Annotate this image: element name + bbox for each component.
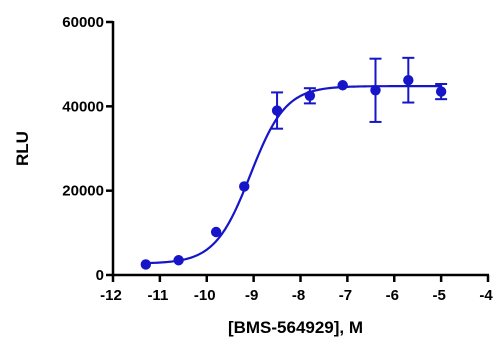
x-tick-label: -11 xyxy=(147,287,168,304)
x-ticks: -12 -11 -10 -9 -8 -7 -6 -5 -4 xyxy=(100,275,493,304)
x-tick-label: -8 xyxy=(292,287,305,304)
x-tick-label: -9 xyxy=(245,287,258,304)
x-tick-label: -6 xyxy=(386,287,399,304)
data-points xyxy=(140,74,447,270)
data-point xyxy=(435,86,447,97)
data-point xyxy=(140,259,152,270)
data-point xyxy=(304,90,316,101)
y-tick-label: 0 xyxy=(96,267,104,284)
x-tick-label: -10 xyxy=(194,287,216,304)
data-point xyxy=(337,80,348,91)
x-axis: -12 -11 -10 -9 -8 -7 -6 -5 -4 xyxy=(100,273,493,304)
y-tick-label: 60000 xyxy=(62,14,104,31)
data-point xyxy=(210,226,222,238)
data-point xyxy=(271,105,283,116)
plot-area xyxy=(140,56,448,270)
error-bars xyxy=(271,56,448,130)
y-axis-title: RLU xyxy=(13,131,32,166)
y-tick-label: 20000 xyxy=(62,183,104,200)
y-tick-label: 40000 xyxy=(62,98,104,115)
data-point xyxy=(403,74,414,86)
data-point xyxy=(370,85,381,96)
y-axis: 0 20000 40000 60000 xyxy=(62,14,115,284)
x-tick-label: -12 xyxy=(100,287,122,304)
x-axis-title: [BMS-564929], M xyxy=(228,318,363,337)
x-tick-label: -5 xyxy=(432,287,445,304)
x-tick-label: -7 xyxy=(339,287,352,304)
x-tick-label: -4 xyxy=(479,287,493,304)
fit-curve xyxy=(145,85,442,265)
y-ticks: 0 20000 40000 60000 xyxy=(62,14,113,284)
data-point xyxy=(239,181,250,192)
data-point xyxy=(173,255,184,266)
